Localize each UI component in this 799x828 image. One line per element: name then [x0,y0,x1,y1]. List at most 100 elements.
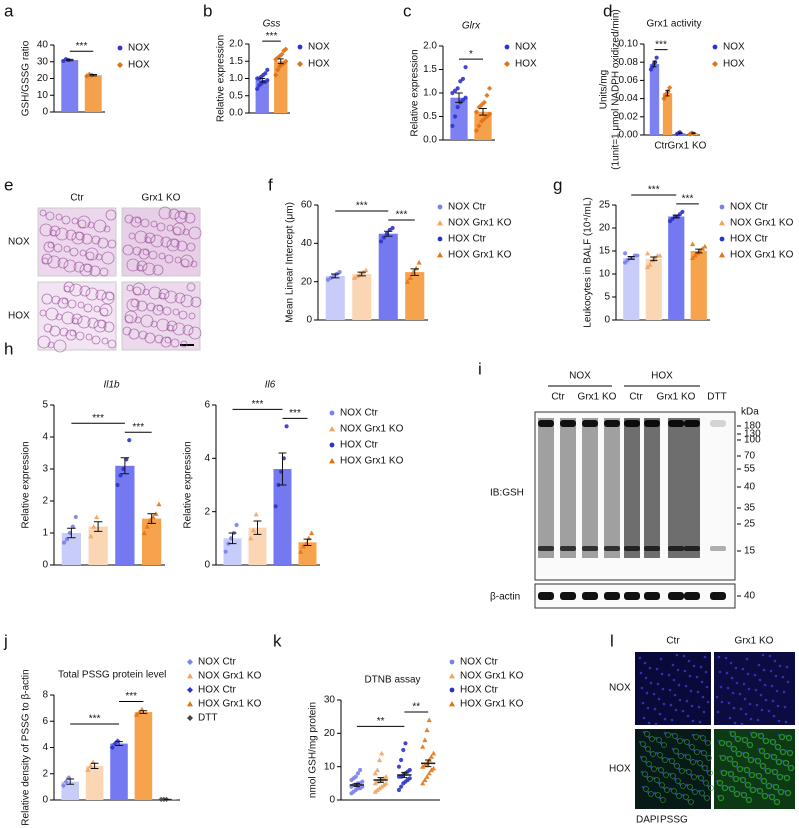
texture [686,769,692,775]
significance-label: ** [377,716,385,727]
texture [757,732,765,740]
point [88,533,94,539]
y-tick-label: 0 [306,315,312,326]
marker-label: 15 [744,546,756,557]
point [407,767,412,773]
bar [88,526,108,565]
texture [93,305,101,313]
point [253,511,259,517]
y-tick-label: 0.08 [619,57,639,68]
point [430,750,437,756]
texture [124,314,134,324]
texture [41,257,49,265]
texture [663,772,669,778]
significance-label: *** [252,399,264,410]
error-bar [67,527,76,539]
y-tick-label: 40 [301,238,313,249]
error-bar [627,256,635,260]
point [407,776,412,781]
bar [84,75,102,112]
texture [741,667,745,671]
y-tick-label: 0.0 [423,135,437,146]
actin-band [710,592,726,600]
point [479,118,485,124]
texture [773,798,781,806]
texture [742,751,750,759]
point [255,86,260,91]
error-bar [139,710,148,714]
y-tick-label: 2 [204,506,210,517]
texture [746,741,754,749]
point [430,765,437,771]
texture [655,667,659,671]
point [161,796,167,802]
texture [138,248,150,260]
legend-marker [329,458,335,464]
legend-marker [187,701,193,707]
texture [785,665,789,669]
chart-title: DTNB assay [364,675,420,686]
texture [644,676,648,680]
band [604,420,620,427]
texture [158,292,166,300]
texture [768,654,772,658]
texture [754,757,762,765]
point [416,259,422,265]
point [141,530,147,536]
y-tick-label: 6 [204,400,210,411]
texture [645,691,649,695]
point [463,95,468,100]
texture [63,285,71,293]
column-label: Grx1 KO [142,193,181,204]
legend-marker [437,236,443,242]
point [657,253,663,258]
texture [716,779,724,787]
texture [73,261,85,273]
row-label: HOX [609,764,631,775]
point [383,780,389,786]
panel-label: j [3,631,8,650]
texture [686,714,690,718]
error-bar [455,92,463,103]
point [396,787,402,793]
point [372,770,378,776]
texture [764,698,768,702]
point [134,712,140,717]
point [85,767,91,772]
bar [134,712,153,800]
texture [734,666,738,670]
legend-marker [449,673,455,679]
texture [39,209,47,217]
smear [604,418,620,558]
significance-label: *** [655,39,667,50]
legend-label: DTT [198,713,217,724]
texture [745,657,749,661]
point [226,541,231,546]
texture [771,768,779,776]
texture [716,710,720,714]
band [668,546,684,551]
legend-label: NOX Grx1 KO [198,671,262,682]
legend-marker [117,45,123,51]
texture [180,340,188,348]
texture [122,326,132,336]
bar [378,233,398,320]
texture [63,259,77,273]
texture [767,709,771,713]
texture [122,244,134,256]
legend-marker [187,687,193,693]
smear [538,418,554,558]
point [689,241,696,247]
texture [640,686,644,690]
texture [703,655,707,659]
y-tick-label: 2 [42,768,48,779]
y-tick-label: 5 [604,292,610,303]
point [281,48,287,54]
smear [624,418,640,558]
y-axis-label: Relative expression [21,441,32,528]
texture [680,783,686,789]
texture [670,773,676,779]
texture [731,691,735,695]
legend-label: NOX Ctr [730,202,768,213]
